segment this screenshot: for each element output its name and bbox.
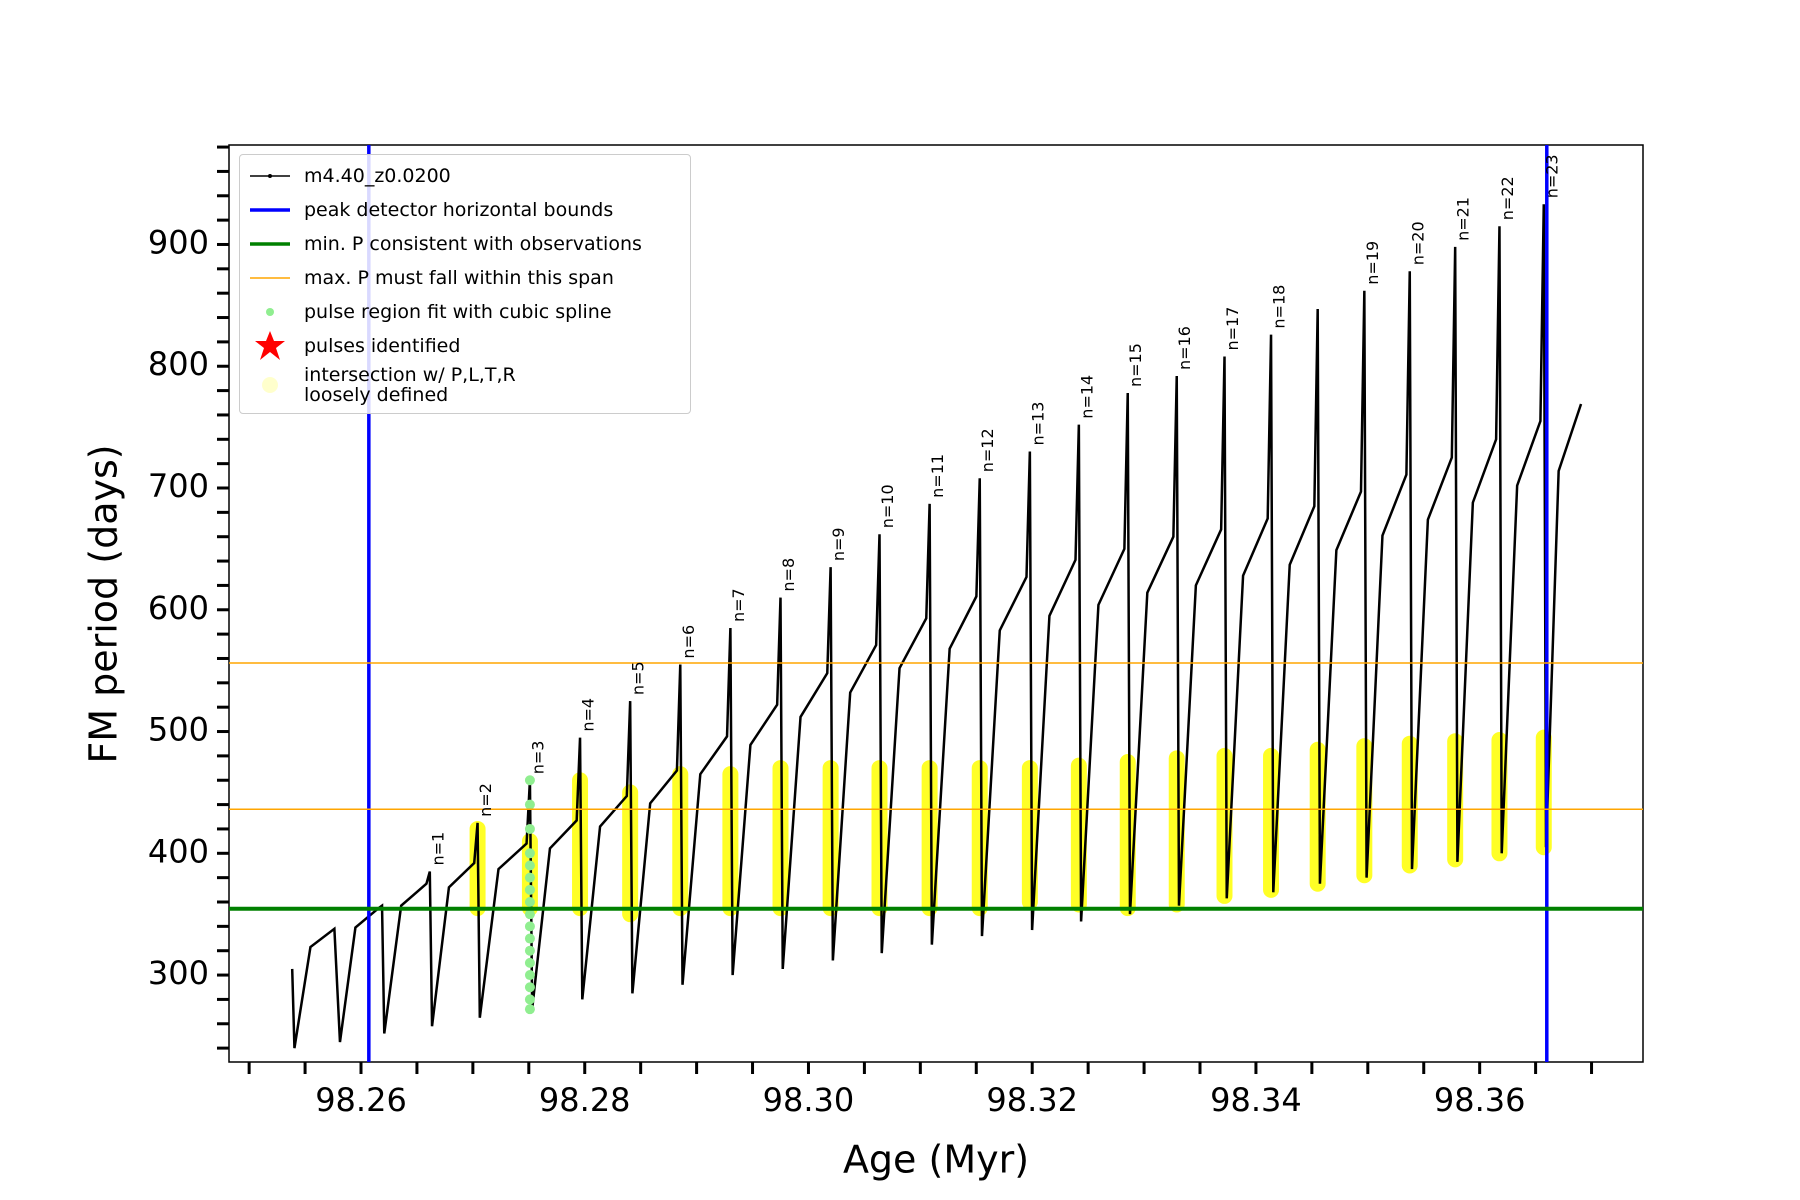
- period-line: [290, 204, 1583, 1049]
- legend-marker: [266, 308, 274, 316]
- spline-point: [524, 860, 535, 871]
- pulse-label: n=23: [1542, 154, 1561, 198]
- legend-marker: [250, 277, 290, 279]
- pulse-label: n=12: [978, 428, 997, 472]
- legend-label: m4.40_z0.0200: [304, 165, 451, 187]
- legend-swatch: [262, 377, 278, 393]
- legend-marker: [250, 242, 290, 246]
- pulse-label: n=22: [1498, 176, 1517, 220]
- spline-point: [524, 884, 535, 895]
- pulse-label: n=14: [1077, 375, 1096, 419]
- spline-point: [524, 872, 535, 883]
- legend-entry: pulses identified: [240, 329, 690, 363]
- spline-point: [524, 823, 535, 834]
- legend-label: max. P must fall within this span: [304, 267, 614, 289]
- spline-point: [524, 982, 535, 993]
- legend-swatch: [268, 174, 272, 178]
- y-tick-label: 300: [148, 954, 209, 992]
- pulse-label: n=6: [679, 625, 698, 659]
- spline-point: [524, 799, 535, 810]
- spline-point: [524, 970, 535, 981]
- x-axis-label: Age (Myr): [843, 1138, 1029, 1182]
- spline-point: [524, 933, 535, 944]
- y-tick-label: 800: [148, 345, 209, 383]
- legend-entry: m4.40_z0.0200: [240, 159, 690, 193]
- pulse-label: n=8: [779, 558, 798, 592]
- spline-point: [524, 848, 535, 859]
- x-tick-label: 98.26: [315, 1081, 407, 1119]
- pulse-label: n=11: [928, 454, 947, 498]
- pulse-label: n=10: [878, 484, 897, 528]
- legend-marker: [250, 174, 290, 178]
- spline-point: [524, 945, 535, 956]
- x-tick-label: 98.34: [1210, 1081, 1302, 1119]
- pulse-label: n=3: [528, 741, 547, 775]
- pulse-label: n=16: [1175, 326, 1194, 370]
- pulse-label: n=15: [1126, 343, 1145, 387]
- y-tick-label: 700: [148, 467, 209, 505]
- legend-entry: peak detector horizontal bounds: [240, 193, 690, 227]
- legend-marker: [250, 208, 290, 212]
- y-tick-label: 600: [148, 589, 209, 627]
- pulse-label: n=1: [428, 832, 447, 866]
- pulse-label: n=4: [579, 698, 598, 732]
- pulse-label: n=7: [729, 588, 748, 622]
- pulse-label: n=21: [1454, 197, 1473, 241]
- x-tick-label: 98.36: [1434, 1081, 1526, 1119]
- y-axis-label: FM period (days): [82, 444, 126, 763]
- data-layer: [229, 145, 1643, 1062]
- y-tick-label: 500: [148, 711, 209, 749]
- legend-label: pulse region fit with cubic spline: [304, 301, 612, 323]
- legend-label: pulses identified: [304, 335, 461, 357]
- x-tick-label: 98.30: [763, 1081, 855, 1119]
- legend-swatch: [255, 331, 285, 360]
- legend-label: peak detector horizontal bounds: [304, 199, 614, 221]
- legend-entry: min. P consistent with observations: [240, 227, 690, 261]
- y-tick-label: 900: [148, 223, 209, 261]
- pulse-label: n=17: [1223, 307, 1242, 351]
- legend-label: min. P consistent with observations: [304, 233, 642, 255]
- spline-point: [524, 921, 535, 932]
- spline-point: [524, 994, 535, 1005]
- pulse-label: n=20: [1408, 221, 1427, 265]
- spline-point: [524, 897, 535, 908]
- pulse-label: n=19: [1363, 241, 1382, 285]
- x-tick-label: 98.32: [986, 1081, 1078, 1119]
- spline-point: [524, 775, 535, 786]
- x-tick-label: 98.28: [539, 1081, 631, 1119]
- spline-point: [524, 1004, 535, 1015]
- legend-label: intersection w/ P,L,T,R loosely defined: [304, 364, 516, 406]
- pulse-label: n=13: [1028, 402, 1047, 446]
- spline-point: [524, 957, 535, 968]
- spline-point: [524, 909, 535, 920]
- pulse-label: n=5: [629, 661, 648, 695]
- pulse-label: n=18: [1270, 285, 1289, 329]
- legend-swatch: [266, 308, 274, 316]
- legend-entry: intersection w/ P,L,T,R loosely defined: [240, 363, 690, 407]
- pulse-label: n=9: [829, 527, 848, 561]
- legend-marker: [262, 377, 278, 393]
- legend-entry: pulse region fit with cubic spline: [240, 295, 690, 329]
- pulse-label: n=2: [476, 783, 495, 817]
- legend-entry: max. P must fall within this span: [240, 261, 690, 295]
- legend-marker: [255, 331, 285, 360]
- y-tick-label: 400: [148, 832, 209, 870]
